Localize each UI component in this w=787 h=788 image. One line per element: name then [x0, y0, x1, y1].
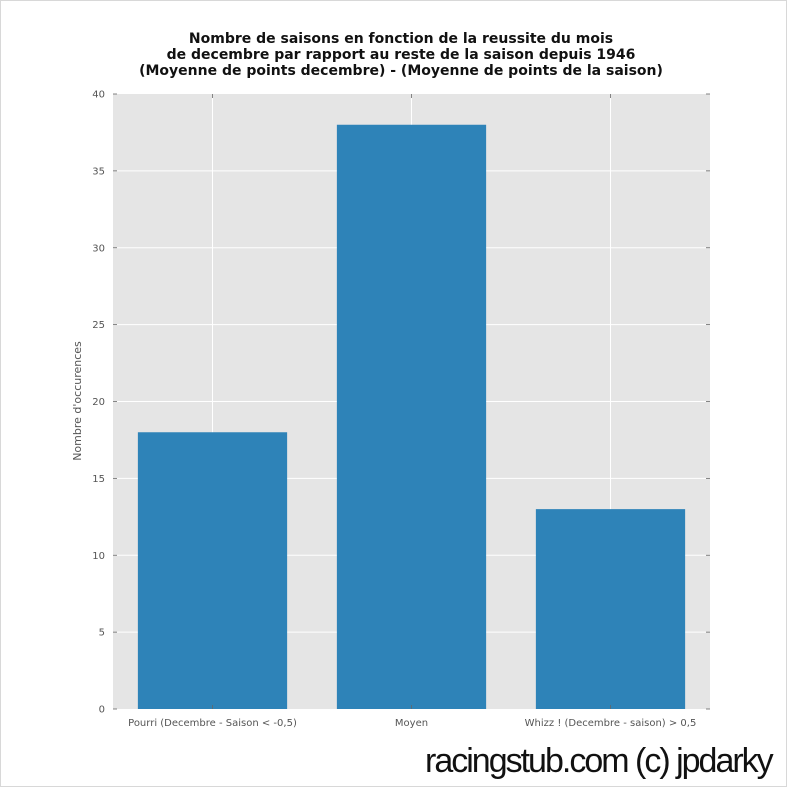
- y-axis-ticks: 0 5 10 15 20 25 30 35 40: [92, 90, 710, 716]
- y-tick-label: 30: [92, 243, 105, 254]
- chart-title-line-1: Nombre de saisons en fonction de la reus…: [189, 31, 613, 47]
- chart-title: Nombre de saisons en fonction de la reus…: [139, 31, 663, 79]
- bar: [535, 509, 686, 709]
- y-tick-label: 35: [92, 166, 105, 177]
- chart-title-line-3: (Moyenne de points decembre) - (Moyenne …: [139, 63, 663, 79]
- y-axis-label: Nombre d'occurences: [71, 341, 84, 461]
- bars: [137, 124, 686, 709]
- y-tick-label: 15: [92, 474, 105, 485]
- y-tick-label: 25: [92, 320, 105, 331]
- y-tick-label: 20: [92, 397, 105, 408]
- chart-title-line-2: de decembre par rapport au reste de la s…: [167, 47, 636, 63]
- watermark: racingstub.com (c) jpdarky: [425, 742, 774, 780]
- x-axis-ticks: Pourri (Decembre - Saison < -0,5) Moyen Wh…: [128, 94, 696, 729]
- x-tick-label: Moyen: [395, 718, 428, 729]
- y-tick-label: 5: [99, 628, 105, 639]
- bar: [336, 124, 487, 709]
- bar: [137, 432, 288, 709]
- y-tick-label: 10: [92, 551, 105, 562]
- x-tick-label: Pourri (Decembre - Saison < -0,5): [128, 718, 297, 729]
- x-tick-label: Whizz ! (Decembre - saison) > 0,5: [525, 718, 697, 729]
- y-tick-label: 40: [92, 90, 105, 101]
- y-tick-label: 0: [99, 705, 105, 716]
